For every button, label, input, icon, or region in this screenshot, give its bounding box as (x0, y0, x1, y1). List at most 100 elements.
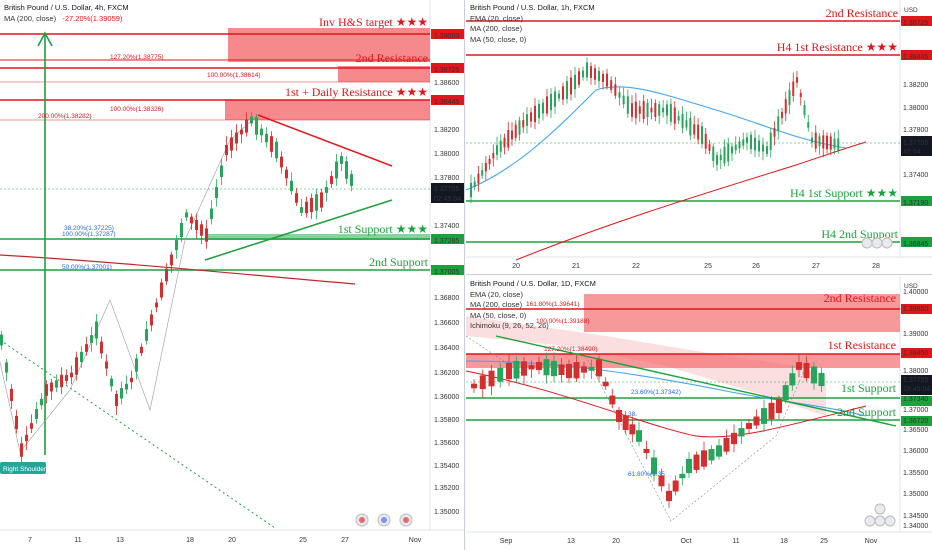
chart-daily-ma200: MA (200, close) (470, 300, 523, 309)
candle-body (506, 362, 512, 380)
candle-body (758, 140, 760, 152)
daily-first-resistance-label: 1st Resistance (828, 338, 896, 352)
candle-body (818, 136, 821, 147)
chart-1h-ma200: MA (200, close) (470, 24, 523, 33)
price-tick-label: 1.35400 (434, 463, 459, 470)
price-tick-label: 1.36500 (903, 427, 928, 434)
candle-body (773, 128, 776, 137)
candle-body (622, 95, 625, 105)
candle-body (479, 375, 486, 390)
candle-body (716, 445, 722, 457)
candle-body (230, 137, 233, 151)
candle-body (492, 153, 495, 159)
candle-body (738, 141, 741, 149)
candle-body (534, 105, 536, 123)
candle-body (125, 383, 128, 390)
chart-4h-time-axis[interactable]: 7 11 13 18 20 25 27 Nov (28, 537, 422, 544)
candle-body (634, 101, 637, 119)
price-tick-label: 1.37400 (903, 172, 928, 179)
candle-body (477, 173, 480, 184)
chart-1h-panel[interactable]: British Pound / U.S. Dollar, 1h, FXCM EM… (466, 0, 932, 275)
event-flags-icon[interactable] (861, 237, 893, 249)
chart-1h-price-axis[interactable]: 1.38725 1.38445 1.38200 1.38000 1.37800 1.377… (903, 20, 928, 248)
candle-body (679, 473, 686, 479)
candle-body (60, 374, 63, 388)
fib-50-label: 50.00%(1.37001) (62, 264, 112, 271)
chart-4h-price-axis[interactable]: 1.39000 1.38725 1.38600 1.38445 1.38200 1.380… (434, 33, 461, 516)
time-tick-label: 18 (780, 538, 788, 545)
candle-body (796, 77, 798, 83)
usd-currency-label[interactable]: USD (904, 7, 918, 14)
candle-body (484, 162, 487, 172)
candle-body (766, 146, 768, 154)
candle-body (654, 103, 657, 117)
candle-body (503, 137, 506, 148)
time-tick-label: 26 (752, 263, 760, 270)
candle-body (70, 372, 73, 378)
candle-body (566, 81, 568, 99)
candle-body (768, 402, 775, 420)
price-tick-label: 18:45:04 (903, 386, 930, 393)
candle-body (240, 129, 243, 135)
chart-daily-candles (471, 352, 825, 508)
candle-body (513, 360, 520, 379)
price-tick-label: 1.37400 (434, 223, 459, 230)
candle-body (651, 457, 657, 475)
candle-body (135, 358, 138, 372)
chart-4h-panel[interactable]: British Pound / U.S. Dollar, 4h, FXCM MA… (0, 0, 465, 550)
candle-body (701, 450, 707, 467)
price-tick-label: 1.36800 (434, 295, 459, 302)
event-flags-icon[interactable] (355, 513, 413, 527)
time-tick-label: Oct (681, 538, 692, 545)
candle-body (662, 107, 665, 113)
candle-body (522, 120, 525, 128)
candle-body (507, 129, 510, 148)
price-tick-label: 1.39000 (903, 331, 928, 338)
candle-body (481, 170, 484, 176)
candle-body (558, 93, 560, 99)
candle-body (5, 362, 8, 373)
candle-body (551, 360, 557, 377)
candle-body (602, 381, 609, 387)
chart-daily-title: British Pound / U.S. Dollar, 1D, FXCM (470, 279, 596, 288)
daily-second-support-label: 2nd Support (837, 405, 897, 419)
event-flags-icon[interactable] (864, 503, 896, 527)
candle-body (769, 132, 772, 150)
price-tick-label: 1.38445 (903, 54, 928, 61)
chart-daily-price-axis[interactable]: 1.40000 1.39650 1.39000 1.38450 1.38000 1.377… (903, 289, 930, 530)
candle-body (602, 74, 604, 82)
candle-body (65, 375, 68, 381)
candle-body (829, 136, 832, 150)
candle-body (260, 128, 263, 136)
candle-body (666, 104, 668, 116)
candle-body (50, 382, 53, 392)
candle-body (582, 70, 584, 78)
candle-body (160, 282, 163, 298)
candle-body (833, 138, 836, 149)
candle-body (731, 146, 733, 154)
candle-body (95, 321, 98, 339)
candle-body (245, 119, 248, 133)
chart-1h-canvas[interactable]: 2nd Resistance H4 1st Resistance ★★★ H4 … (466, 0, 932, 275)
candle-body (90, 335, 93, 343)
time-tick-label: 13 (116, 537, 124, 544)
chart-daily-canvas[interactable]: 2nd Resistance 1st Resistance 1st Suppor… (466, 276, 932, 550)
candle-body (488, 370, 495, 387)
chart-daily-time-axis[interactable]: Sep 13 20 Oct 11 18 25 Nov (500, 538, 878, 545)
candle-body (606, 73, 608, 87)
price-tick-label: 1.38600 (434, 80, 459, 87)
candle-body (473, 181, 476, 188)
candle-body (574, 74, 576, 90)
candle-body (215, 187, 218, 198)
candle-body (672, 480, 679, 492)
candle-body (746, 137, 748, 143)
chart-daily-panel[interactable]: British Pound / U.S. Dollar, 1D, FXCM EM… (466, 276, 932, 550)
time-tick-label: 25 (820, 538, 828, 545)
chart-4h-canvas[interactable]: Inv H&S target ★★★ 2nd Resistance 1st + … (0, 0, 465, 550)
candle-body (75, 357, 78, 375)
candle-body (799, 92, 802, 98)
chart-1h-time-axis[interactable]: 20 21 22 25 26 27 28 (512, 263, 880, 270)
second-resistance-label: 2nd Resistance (356, 51, 428, 65)
usd-currency-label[interactable]: USD (904, 283, 918, 290)
h4-first-support-label: H4 1st Support ★★★ (790, 186, 898, 200)
